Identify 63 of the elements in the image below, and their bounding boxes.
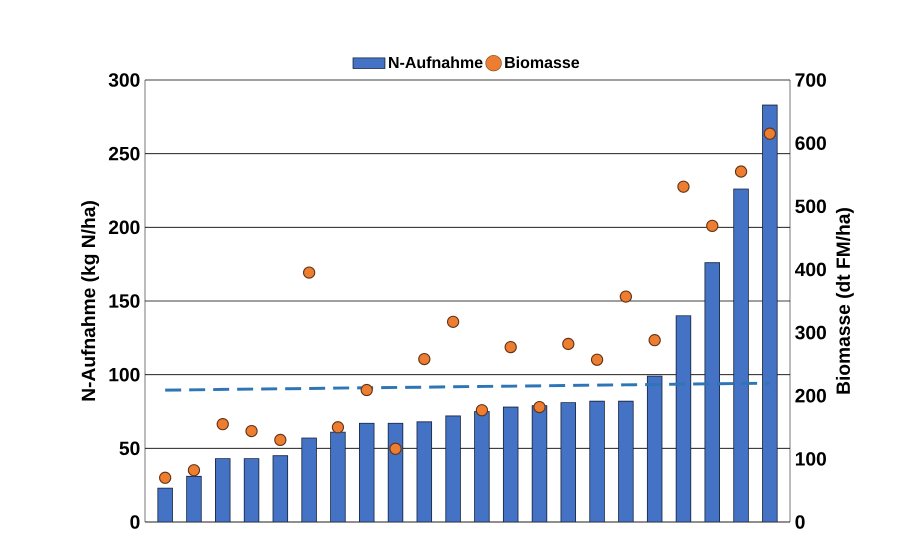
bar bbox=[272, 455, 288, 522]
point bbox=[590, 354, 604, 366]
bar bbox=[762, 104, 778, 522]
bar bbox=[589, 400, 605, 522]
point bbox=[533, 400, 546, 414]
bar bbox=[416, 421, 432, 522]
y-tick-label: 300 bbox=[108, 73, 140, 87]
point bbox=[389, 442, 402, 455]
point bbox=[476, 404, 488, 416]
y-tick-label: 250 bbox=[108, 146, 140, 160]
bar bbox=[733, 188, 749, 522]
point bbox=[504, 340, 517, 354]
point bbox=[562, 338, 574, 350]
point bbox=[706, 220, 718, 232]
point bbox=[303, 266, 316, 279]
y-tick-label: 0 bbox=[130, 515, 140, 529]
point bbox=[332, 421, 344, 434]
y2-tick-label: 600 bbox=[795, 136, 826, 150]
y2-tick-label: 400 bbox=[795, 262, 826, 276]
y2-tick-label: 300 bbox=[795, 326, 826, 340]
bar bbox=[445, 416, 461, 522]
bar bbox=[330, 432, 346, 522]
bar bbox=[646, 376, 662, 522]
point bbox=[216, 418, 229, 430]
y-tick-label: 200 bbox=[108, 220, 140, 234]
y-tick-label: 50 bbox=[120, 442, 140, 456]
point bbox=[734, 165, 748, 178]
y-axis-title: N-Aufnahme (kg N/ha) bbox=[81, 201, 100, 401]
bar bbox=[186, 476, 202, 522]
point bbox=[764, 128, 776, 140]
point bbox=[360, 384, 373, 396]
point bbox=[648, 334, 661, 346]
bar bbox=[532, 405, 548, 522]
y2-axis-title: Biomasse (dt FM/ha) bbox=[836, 208, 854, 394]
point bbox=[188, 464, 200, 476]
y2-tick-label: 500 bbox=[795, 200, 826, 214]
y2-tick-label: 0 bbox=[795, 515, 805, 529]
bar bbox=[301, 438, 317, 522]
legend-label: N-Aufnahme bbox=[389, 56, 483, 68]
point bbox=[274, 434, 286, 446]
bar bbox=[388, 422, 404, 522]
y-tick-label: 150 bbox=[109, 294, 140, 308]
point bbox=[159, 472, 172, 484]
point bbox=[446, 316, 460, 328]
point bbox=[245, 424, 258, 438]
bar bbox=[502, 406, 518, 522]
bar bbox=[704, 262, 720, 522]
bar bbox=[215, 458, 230, 522]
y2-tick-label: 200 bbox=[795, 388, 826, 403]
bar bbox=[618, 400, 634, 522]
y-tick-label: 100 bbox=[109, 368, 140, 382]
bar bbox=[676, 315, 692, 522]
point bbox=[418, 352, 430, 366]
bar bbox=[244, 458, 260, 522]
bar bbox=[560, 402, 576, 522]
y2-tick-label: 700 bbox=[796, 73, 826, 87]
bar bbox=[157, 488, 173, 522]
y2-tick-label: 100 bbox=[796, 452, 826, 466]
legend-label: Biomasse bbox=[505, 56, 580, 68]
point bbox=[620, 290, 632, 303]
point bbox=[677, 180, 690, 193]
bar bbox=[358, 422, 374, 522]
bar bbox=[474, 411, 490, 522]
